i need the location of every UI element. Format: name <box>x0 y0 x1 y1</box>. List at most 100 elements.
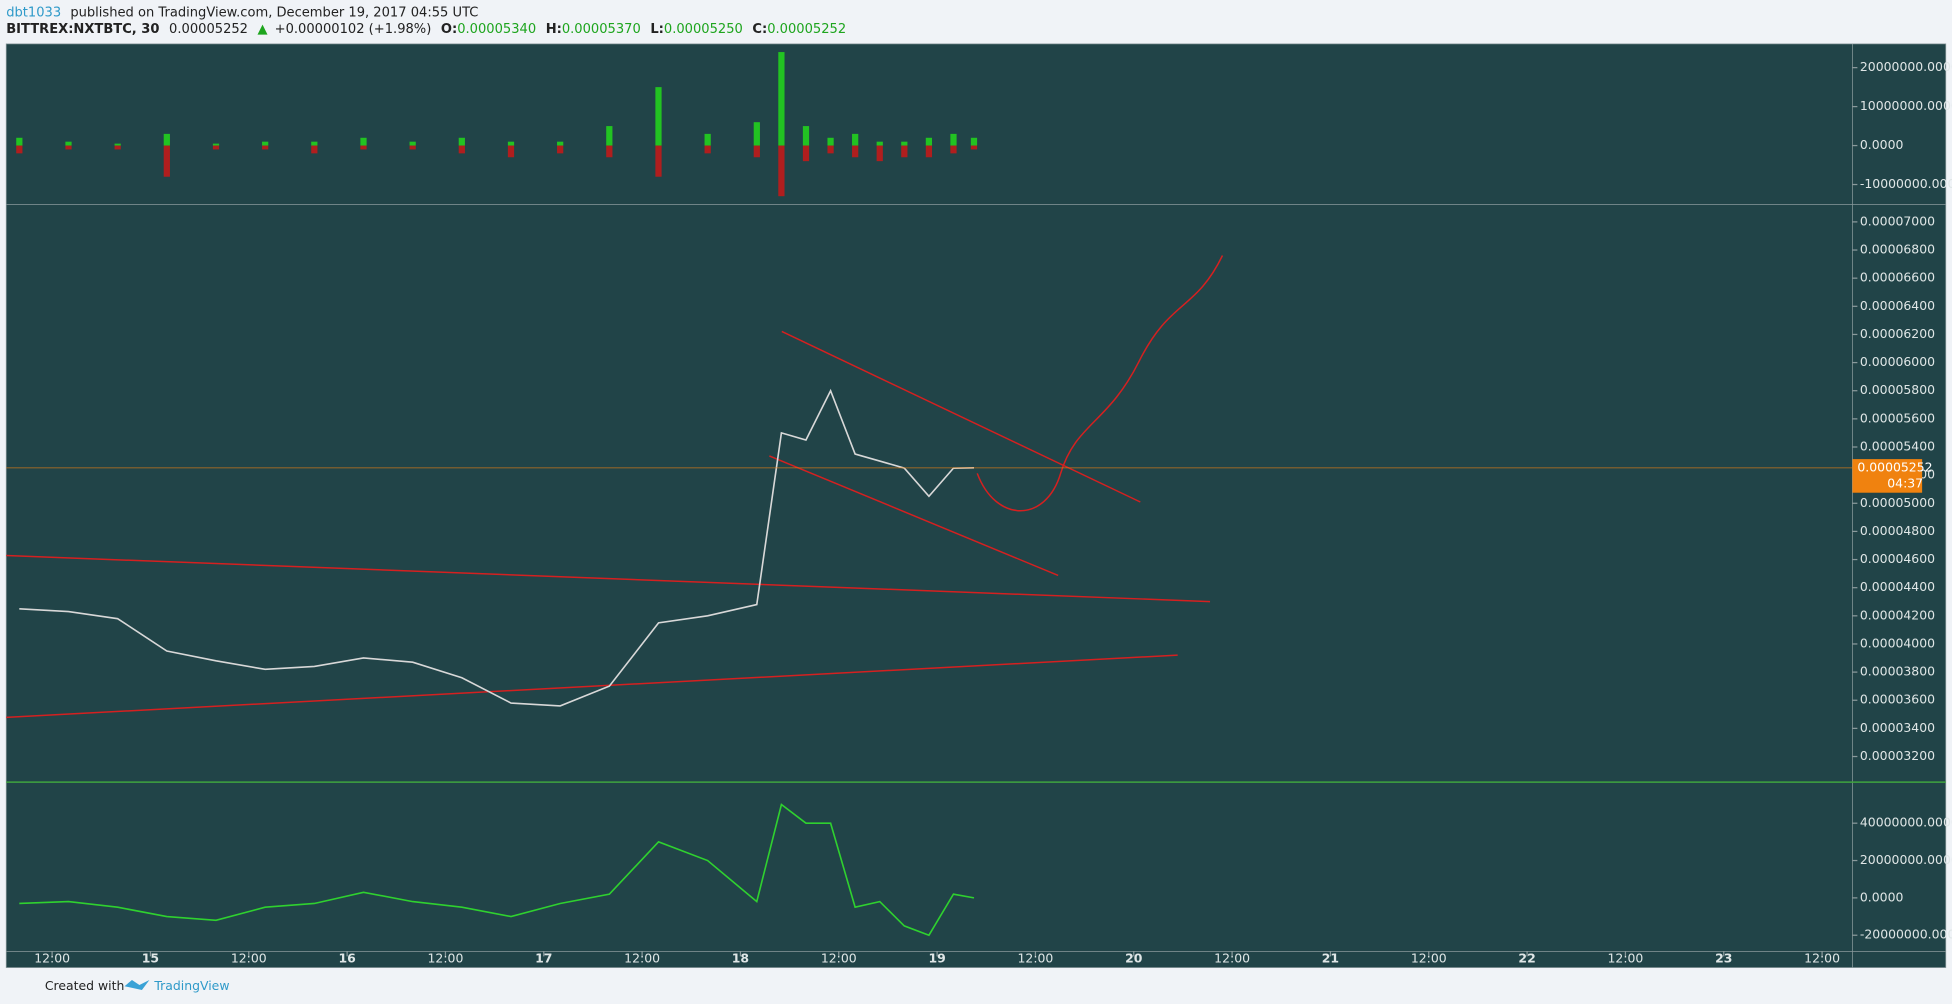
x-tick-label: 12:00 <box>1608 950 1644 965</box>
bar <box>802 145 810 162</box>
x-tick-label: 12:00 <box>231 950 267 965</box>
y-tick-label: 0.00005800 <box>1860 382 1935 397</box>
close-value: 0.00005252 <box>767 21 846 36</box>
bar <box>950 145 957 154</box>
bar <box>409 141 416 146</box>
bar <box>970 145 978 150</box>
user[interactable]: dbt1033 <box>6 5 61 20</box>
y-tick-label: 10000000.0000 <box>1860 98 1952 113</box>
bar <box>163 145 170 177</box>
x-tick-label: 12:00 <box>1411 950 1447 965</box>
x-tick-label: 21 <box>1322 950 1339 965</box>
x-tick-label: 12:00 <box>821 950 857 965</box>
y-tick-label: 0.00004400 <box>1860 579 1935 594</box>
bar <box>778 52 785 146</box>
footer-created: Created with <box>45 978 125 993</box>
trendlines <box>6 255 1224 719</box>
x-tick-label: 12:00 <box>1018 950 1054 965</box>
bar <box>901 145 908 158</box>
bar <box>925 145 933 158</box>
header-line-2: BITTREX:NXTBTC, 30 0.00005252 ▲ +0.00000… <box>6 21 846 36</box>
x-tick-label: 15 <box>142 950 159 965</box>
bar <box>409 145 416 150</box>
bar <box>925 137 933 146</box>
bar <box>16 145 23 154</box>
chart-background <box>5 43 1947 968</box>
bar <box>114 143 121 146</box>
close-label: C: <box>752 21 767 36</box>
y-tick-label: 0.00005400 <box>1860 438 1935 453</box>
bar <box>901 141 908 146</box>
bar <box>507 141 515 146</box>
bar <box>311 145 318 154</box>
countdown: 04:37 <box>1887 476 1923 491</box>
bar <box>655 145 662 177</box>
y-tick-label: 0.00006200 <box>1860 326 1935 341</box>
bar <box>557 145 564 154</box>
y-tick-label: 0.00003200 <box>1860 748 1935 763</box>
bar <box>262 141 269 146</box>
bar <box>262 145 269 150</box>
bar <box>852 133 859 146</box>
bar <box>852 145 859 158</box>
bar <box>970 137 978 146</box>
footer-brand[interactable]: TradingView <box>153 978 229 993</box>
x-tick-label: 22 <box>1518 950 1535 965</box>
low-label: L: <box>650 21 664 36</box>
bar <box>557 141 564 146</box>
bar <box>802 126 810 146</box>
bar <box>65 141 72 146</box>
y-tick-label: 0.0000 <box>1860 137 1904 152</box>
x-tick-label: 20 <box>1125 950 1143 965</box>
bar <box>458 137 465 146</box>
x-tick-label: 23 <box>1715 950 1732 965</box>
y-tick-label: 0.00007000 <box>1860 213 1935 228</box>
bar <box>655 87 662 146</box>
y-tick-label: 0.0000 <box>1860 889 1904 904</box>
x-tick-label: 12:00 <box>34 950 70 965</box>
x-tick-label: 18 <box>732 950 749 965</box>
bar <box>163 133 170 146</box>
bar <box>16 137 23 146</box>
change: +0.00000102 (+1.98%) <box>275 21 432 36</box>
series-line <box>19 388 975 707</box>
y-tick-label: 0.00005600 <box>1860 410 1935 425</box>
bar <box>950 133 957 146</box>
y-tick-label: -10000000.0000 <box>1860 176 1952 191</box>
x-tick-label: 16 <box>338 950 355 965</box>
y-tick-label: 0.00004600 <box>1860 551 1935 566</box>
bar <box>876 145 883 162</box>
bar <box>212 143 220 146</box>
high-value: 0.00005370 <box>562 21 641 36</box>
x-tick-label: 12:00 <box>428 950 464 965</box>
bar <box>311 141 318 146</box>
y-tick-label: 0.00006800 <box>1860 242 1935 257</box>
bar <box>212 145 220 150</box>
bar <box>360 145 367 150</box>
bar <box>778 145 785 197</box>
x-tick-label: 12:00 <box>624 950 660 965</box>
header-line-1: dbt1033 published on TradingView.com, De… <box>6 5 478 20</box>
x-tick-label: 19 <box>928 950 945 965</box>
symbol: BITTREX:NXTBTC, 30 <box>6 21 159 36</box>
y-tick-label: 0.00006600 <box>1860 270 1935 285</box>
low-value: 0.00005250 <box>664 21 743 36</box>
open-label: O: <box>441 21 457 36</box>
bar <box>827 145 834 154</box>
bar <box>876 141 883 146</box>
bar <box>753 145 760 158</box>
y-tick-label: 0.00006000 <box>1860 354 1935 369</box>
published: published on TradingView.com, December 1… <box>70 5 478 20</box>
open-value: 0.00005340 <box>457 21 536 36</box>
y-tick-label: 20000000.0000 <box>1860 59 1952 74</box>
up-arrow: ▲ <box>258 21 268 36</box>
y-tick-label: 0.00003400 <box>1860 720 1935 735</box>
y-tick-label: 0.00006400 <box>1860 298 1935 313</box>
y-tick-label: 40000000.0000 <box>1860 815 1952 830</box>
y-tick-label: 0.00004000 <box>1860 635 1935 650</box>
bar <box>360 137 367 146</box>
x-tick-label: 17 <box>535 950 552 965</box>
price: 0.00005252 <box>169 21 248 36</box>
